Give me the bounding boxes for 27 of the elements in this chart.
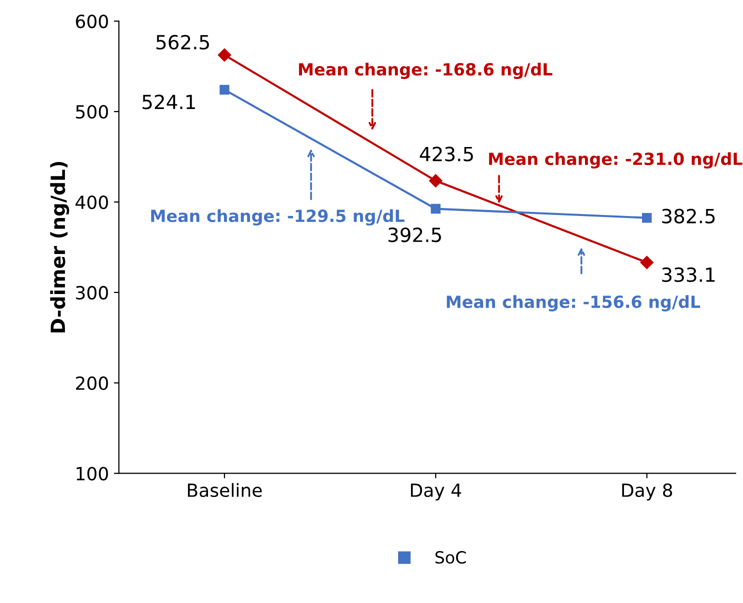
y-tick-label: 300 (76, 286, 108, 300)
point (640, 256, 654, 270)
x-tick-label: Day 4 (411, 484, 462, 501)
y-axis-title: D-dimer (ng/dL) (50, 162, 70, 332)
point (430, 204, 441, 214)
point (642, 212, 652, 223)
annotation: Mean change: -168.6 ng/dL (299, 62, 552, 79)
point (429, 174, 442, 188)
y-tick-label: 500 (76, 105, 108, 119)
y-tick-label: 400 (76, 195, 108, 210)
data-label: 392.5 (388, 228, 441, 242)
x-tick-label: Baseline (188, 483, 262, 498)
y-tick-label: 200 (76, 376, 108, 390)
data-label: 423.5 (420, 146, 473, 162)
data-label: 333.1 (662, 267, 715, 282)
legend-label: SoC (435, 551, 466, 564)
annotation: Mean change: -156.6 ng/dL (446, 295, 700, 312)
x-tick-label: Day 8 (622, 483, 672, 501)
y-tick-label: 100 (76, 466, 108, 480)
annotation: Mean change: -231.0 ng/dL (489, 152, 742, 169)
y-tick-label: 600 (76, 14, 108, 28)
data-label: 382.5 (662, 208, 715, 224)
point (218, 48, 232, 62)
data-label: 524.1 (142, 94, 195, 110)
point (220, 84, 230, 95)
data-label: 562.5 (156, 34, 209, 50)
annotation: Mean change: -129.5 ng/dL (151, 209, 404, 226)
